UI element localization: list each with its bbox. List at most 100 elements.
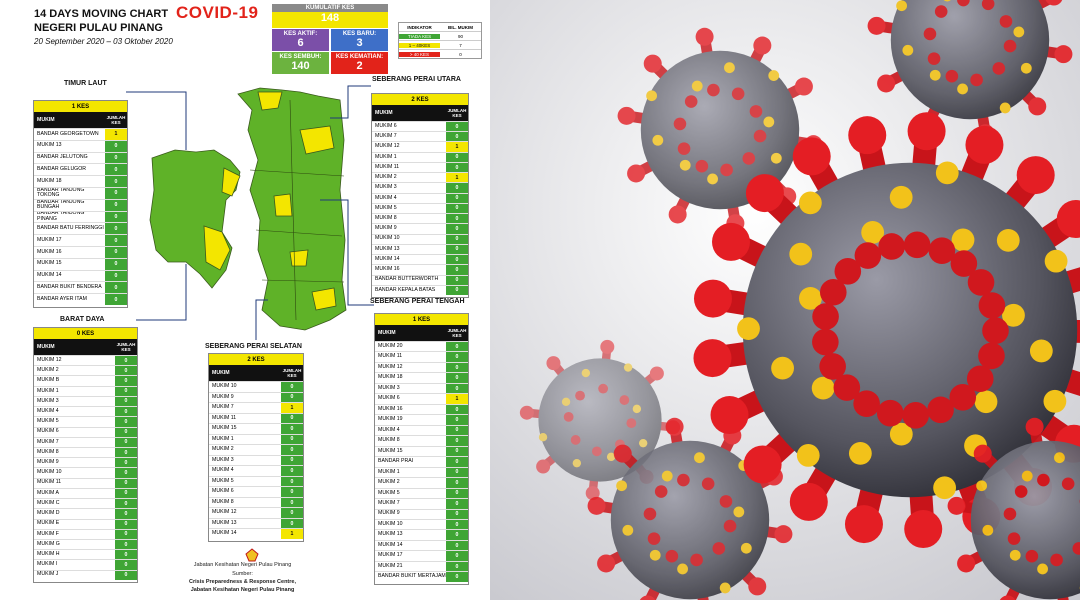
mukim-name: MUKIM 1 [375, 153, 397, 160]
spike-head [867, 16, 886, 35]
table-row: MUKIM 6 0 [372, 121, 468, 132]
protein-dot [737, 317, 760, 341]
spike-head [673, 117, 687, 131]
spike-head [934, 5, 948, 18]
spike-head [853, 390, 880, 417]
protein-dot [771, 356, 794, 380]
spike-head [927, 396, 954, 424]
case-count: 0 [105, 176, 127, 187]
spike-head [563, 411, 574, 422]
virus-body [640, 50, 800, 210]
spike-head [536, 459, 551, 474]
case-count: 0 [281, 382, 303, 392]
spike-head [907, 112, 946, 151]
spike-head [585, 486, 600, 501]
spike-head [978, 292, 1006, 319]
new-label: KES BARU: [342, 31, 377, 37]
case-count: 0 [281, 466, 303, 476]
mukim-name: BANDAR TANJONG PINANG [37, 211, 85, 222]
spike-head [749, 105, 763, 118]
spike-head [519, 405, 534, 420]
table-row: MUKIM 4 0 [375, 424, 468, 436]
mukim-name: BANDAR JELUTONG [37, 154, 88, 161]
mukim-name: MUKIM 1 [212, 435, 234, 442]
mukim-name: MUKIM G [37, 540, 60, 547]
mukim-name: MUKIM C [37, 499, 60, 506]
protein-dot [652, 134, 664, 146]
table-row: MUKIM F 0 [34, 528, 137, 539]
mukim-name: BANDAR BUKIT MERTAJAM [378, 573, 446, 580]
spike-head [598, 383, 609, 394]
spike-head [719, 495, 733, 508]
case-count: 0 [446, 285, 468, 295]
spike-head [643, 54, 662, 73]
table-row: MUKIM 5 0 [372, 202, 468, 214]
protein-dot [661, 470, 673, 482]
spike-head [677, 142, 691, 155]
cumulative-label: KUMULATIF KES [272, 4, 388, 12]
spike-head [742, 152, 756, 165]
table-row: MUKIM 20 0 [375, 341, 468, 352]
case-count: 0 [446, 488, 468, 499]
badge: COVID-19 [176, 3, 259, 22]
column-header: JUMLAH KES [106, 115, 126, 125]
protein-dot [691, 80, 703, 92]
map-highlight [221, 167, 241, 197]
protein-dot [1009, 549, 1021, 561]
column-header: MUKIM [378, 330, 396, 336]
case-count: 0 [115, 529, 137, 539]
spike-head [1050, 553, 1063, 567]
table-row: MUKIM 7 0 [372, 131, 468, 142]
table-row: MUKIM 4 0 [34, 406, 137, 417]
spike-head [597, 554, 616, 573]
protein-dot [811, 376, 835, 400]
mukim-name: MUKIM H [37, 551, 60, 558]
title: 14 DAYS MOVING CHART [34, 8, 169, 20]
district-title: SEBERANG PERAI SELATAN [205, 343, 302, 350]
state: NEGERI PULAU PINANG [34, 22, 163, 34]
mukim-name: MUKIM 2 [378, 479, 400, 486]
footer-source: Crisis Preparedness & Response Centre, [189, 579, 296, 585]
table-row: MUKIM 5 0 [34, 416, 137, 427]
protein-dot [638, 438, 648, 448]
mukim-name: MUKIM 7 [378, 500, 400, 507]
legend-label: 1 – 40KES [399, 42, 440, 48]
spike-head [665, 417, 684, 436]
spike-head [639, 595, 656, 600]
legend-label: > 40 KES [399, 51, 440, 57]
spike-head [707, 83, 720, 97]
spike-head [878, 233, 905, 260]
spike-head [1025, 549, 1039, 563]
case-count: 0 [446, 265, 468, 275]
protein-dot [719, 582, 731, 594]
table-row: MUKIM 12 0 [209, 507, 303, 518]
spike-head [848, 116, 887, 155]
district-total: 0 KES [34, 328, 137, 339]
table-row: MUKIM 13 0 [209, 517, 303, 529]
mukim-name: MUKIM 12 [378, 363, 403, 370]
table-row: MUKIM 2 0 [34, 365, 137, 376]
protein-dot [694, 452, 705, 464]
spike-head [695, 27, 714, 46]
legend-count: 7 [459, 42, 462, 48]
table-row: MUKIM 9 0 [34, 457, 137, 468]
spike-head [792, 137, 831, 176]
case-count: 0 [105, 294, 127, 305]
spike-head [693, 339, 732, 378]
mukim-name: MUKIM 2 [37, 367, 59, 374]
case-count: 0 [446, 415, 468, 425]
mukim-name: MUKIM 13 [37, 142, 62, 149]
mukim-name: MUKIM 13 [375, 245, 400, 252]
mukim-name: MUKIM 8 [212, 498, 234, 505]
deaths-box: KES KEMATIAN: 2 [331, 52, 388, 74]
case-count: 0 [105, 152, 127, 164]
spike-head [834, 258, 862, 285]
table-row: MUKIM 3 0 [209, 454, 303, 466]
column-header: MUKIM [375, 110, 393, 116]
mukim-name: MUKIM 16 [378, 405, 403, 412]
mukim-name: MUKIM 1 [37, 387, 59, 394]
legend-head: INDIKATOR [407, 24, 432, 30]
protein-dot [770, 152, 782, 164]
legend: INDIKATOR BIL. MUKIM TIADA KES 90 1 – 40KE… [398, 22, 482, 59]
district-title: BARAT DAYA [60, 316, 105, 323]
